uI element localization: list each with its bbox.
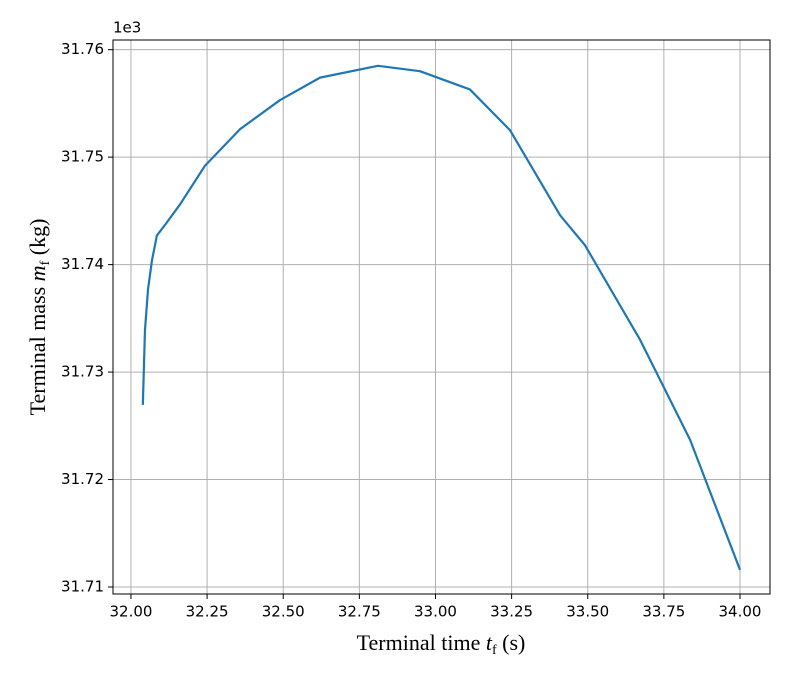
x-tick-label: 34.00 [719,603,762,621]
y-tick-label: 31.72 [61,470,104,488]
x-tick-label: 32.00 [109,603,152,621]
offset-label: 1e3 [113,19,141,37]
x-label-symbol: t [486,630,493,655]
x-tick-label: 33.00 [414,603,457,621]
y-tick-label: 31.71 [61,578,104,596]
x-tick-label: 32.75 [338,603,381,621]
y-tick-label: 31.75 [61,148,104,166]
y-axis-label: Terminal mass mf (kg) [25,219,53,416]
x-label-unit: (s) [497,630,526,655]
x-label-text: Terminal time [357,630,486,655]
x-label-subscript: f [492,643,497,658]
plot-frame [112,39,771,595]
y-label-symbol: m [25,265,50,281]
y-tick-label: 31.73 [61,363,104,381]
y-label-text: Terminal mass [25,281,50,415]
y-tick-label: 31.76 [61,40,104,58]
data-line [141,64,742,571]
x-tick-label: 33.50 [566,603,609,621]
x-tick-label: 33.25 [490,603,533,621]
x-tick-label: 33.75 [642,603,685,621]
x-tick-label: 32.50 [262,603,305,621]
x-tick-label: 32.25 [186,603,229,621]
y-tick-label: 31.74 [61,255,104,273]
y-label-subscript: f [38,260,53,265]
y-label-unit: (kg) [25,219,50,261]
x-axis-label: Terminal time tf (s) [357,630,526,658]
